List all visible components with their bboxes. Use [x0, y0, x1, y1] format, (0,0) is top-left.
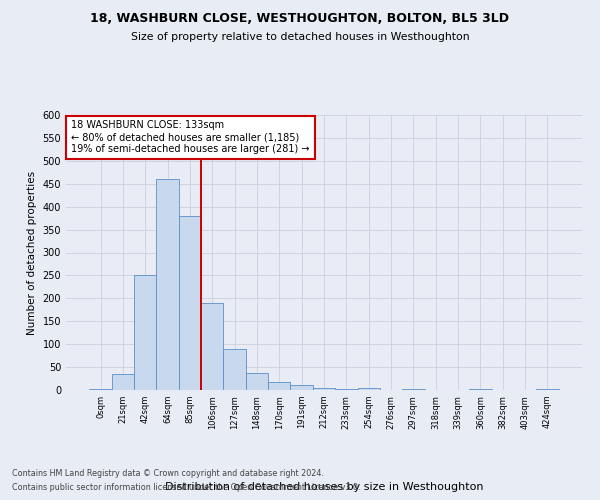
Y-axis label: Number of detached properties: Number of detached properties	[27, 170, 37, 334]
Text: Contains HM Land Registry data © Crown copyright and database right 2024.: Contains HM Land Registry data © Crown c…	[12, 468, 324, 477]
Bar	[536, 389, 559, 390]
Bar	[402, 388, 425, 390]
Bar	[179, 216, 201, 390]
Bar	[335, 388, 358, 390]
Bar	[290, 386, 313, 390]
Bar	[112, 374, 134, 390]
Bar	[358, 388, 380, 390]
Bar	[134, 276, 157, 390]
Text: 18, WASHBURN CLOSE, WESTHOUGHTON, BOLTON, BL5 3LD: 18, WASHBURN CLOSE, WESTHOUGHTON, BOLTON…	[91, 12, 509, 26]
Bar	[89, 389, 112, 390]
Text: Size of property relative to detached houses in Westhoughton: Size of property relative to detached ho…	[131, 32, 469, 42]
Bar	[313, 388, 335, 390]
Bar	[268, 382, 290, 390]
Bar	[223, 349, 246, 390]
Bar	[157, 179, 179, 390]
Bar	[201, 303, 223, 390]
Bar	[246, 373, 268, 390]
X-axis label: Distribution of detached houses by size in Westhoughton: Distribution of detached houses by size …	[165, 482, 483, 492]
Text: Contains public sector information licensed under the Open Government Licence v3: Contains public sector information licen…	[12, 484, 361, 492]
Bar	[469, 389, 491, 390]
Text: 18 WASHBURN CLOSE: 133sqm
← 80% of detached houses are smaller (1,185)
19% of se: 18 WASHBURN CLOSE: 133sqm ← 80% of detac…	[71, 120, 310, 154]
